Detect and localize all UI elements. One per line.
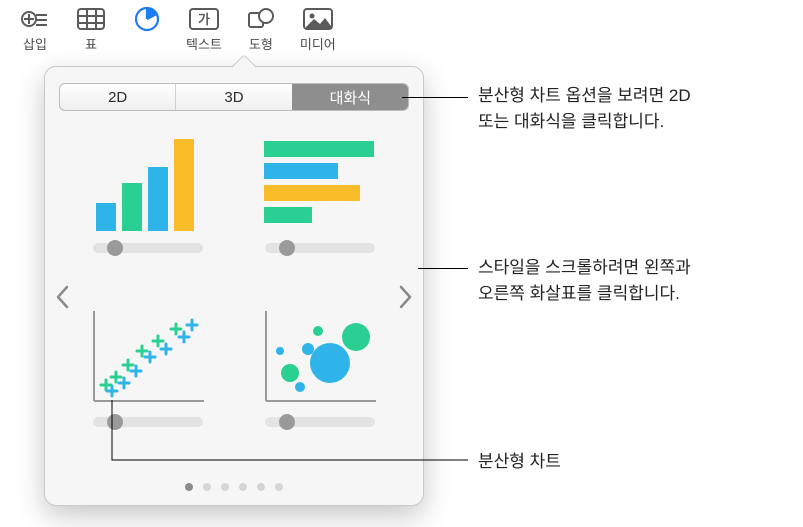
toolbar-insert[interactable]: 삽입 bbox=[18, 6, 52, 53]
toolbar-label: 미디어 bbox=[300, 34, 336, 53]
tab-3d[interactable]: 3D bbox=[175, 84, 291, 110]
media-icon bbox=[301, 6, 335, 32]
chart-option-bar[interactable] bbox=[251, 133, 389, 281]
chart-option-column[interactable] bbox=[79, 133, 217, 281]
toolbar-shape[interactable]: 도형 bbox=[244, 6, 278, 53]
toolbar-text[interactable]: 가 텍스트 bbox=[186, 6, 222, 53]
column-chart-thumb bbox=[88, 133, 208, 233]
annotation-text: 오른쪽 화살표를 클릭합니다. bbox=[478, 281, 691, 307]
toolbar-label: 텍스트 bbox=[186, 34, 222, 53]
next-style-arrow[interactable] bbox=[393, 275, 419, 319]
mini-slider[interactable] bbox=[265, 243, 375, 253]
leader-line bbox=[418, 268, 468, 269]
annotation-text: 스타일을 스크롤하려면 왼쪽과 bbox=[478, 255, 691, 281]
toolbar-media[interactable]: 미디어 bbox=[300, 6, 336, 53]
annotation-text: 분산형 차트 옵션을 보려면 2D bbox=[478, 83, 691, 109]
annotation-scatter: 분산형 차트 bbox=[478, 449, 561, 475]
shape-icon bbox=[244, 6, 278, 32]
leader-line bbox=[402, 97, 468, 98]
annotation-text: 또는 대화식을 클릭합니다. bbox=[478, 109, 691, 135]
tab-2d[interactable]: 2D bbox=[60, 84, 175, 110]
toolbar-table[interactable]: 표 bbox=[74, 6, 108, 53]
toolbar: 삽입 표 가 텍스트 도형 미디어 bbox=[0, 0, 803, 53]
toolbar-label: 표 bbox=[85, 34, 97, 53]
prev-style-arrow[interactable] bbox=[49, 275, 75, 319]
leader-line bbox=[112, 400, 472, 500]
tab-interactive[interactable]: 대화식 bbox=[292, 84, 408, 110]
mini-slider[interactable] bbox=[93, 243, 203, 253]
toolbar-chart[interactable] bbox=[130, 6, 164, 53]
annotation-arrows: 스타일을 스크롤하려면 왼쪽과 오른쪽 화살표를 클릭합니다. bbox=[478, 255, 691, 306]
bubble-chart-thumb bbox=[260, 307, 380, 407]
table-icon bbox=[74, 6, 108, 32]
popover-caret bbox=[231, 54, 256, 79]
toolbar-label: 삽입 bbox=[23, 34, 47, 53]
insert-icon bbox=[18, 6, 52, 32]
text-icon: 가 bbox=[187, 6, 221, 32]
svg-text:가: 가 bbox=[198, 12, 210, 27]
toolbar-label: 도형 bbox=[249, 34, 273, 53]
annotation-segmented: 분산형 차트 옵션을 보려면 2D 또는 대화식을 클릭합니다. bbox=[478, 83, 691, 134]
scatter-chart-thumb bbox=[88, 307, 208, 407]
annotation-text: 분산형 차트 bbox=[478, 452, 561, 471]
chart-icon bbox=[130, 6, 164, 32]
bar-chart-thumb bbox=[260, 133, 380, 233]
chart-type-segmented: 2D 3D 대화식 bbox=[59, 83, 409, 111]
